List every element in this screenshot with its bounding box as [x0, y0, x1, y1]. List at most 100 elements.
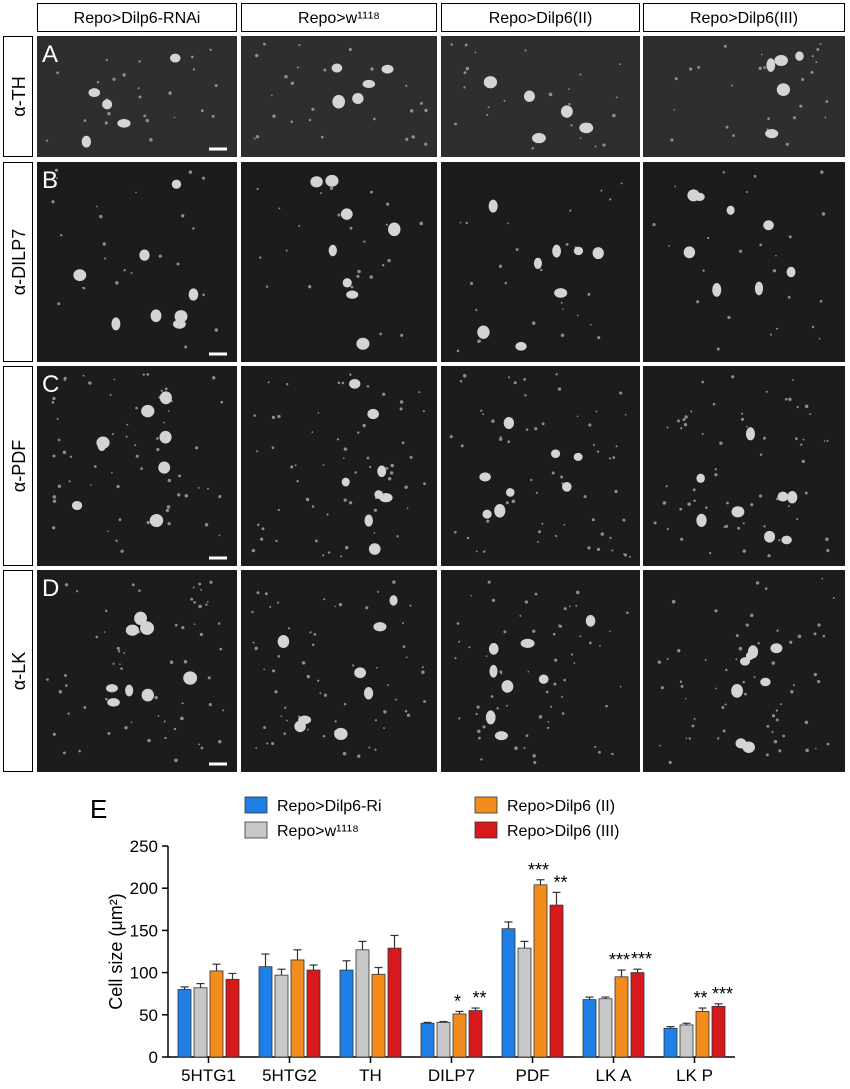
row-label-box [3, 162, 33, 362]
fiber-dot [679, 507, 683, 511]
fiber-dot [265, 285, 269, 288]
cell-body [346, 290, 359, 299]
fiber-dot [538, 715, 543, 719]
fiber-dot [382, 264, 385, 267]
fiber-dot [352, 664, 355, 667]
column-header: Repo>w¹¹¹⁸ [298, 10, 380, 27]
x-tick-label: PDF [516, 1066, 550, 1085]
fiber-dot [619, 391, 623, 395]
fiber-dot [665, 485, 668, 488]
fiber-dot [349, 373, 352, 376]
fiber-dot [466, 536, 470, 540]
micrograph-detail [449, 373, 631, 558]
fiber-dot [104, 257, 107, 260]
fiber-dot [555, 373, 558, 376]
fiber-dot [474, 51, 477, 54]
fiber-dot [96, 205, 98, 208]
fiber-dot [214, 84, 218, 88]
cell-body [505, 488, 515, 497]
fiber-dot [707, 236, 710, 240]
fiber-dot [579, 635, 582, 638]
fiber-dot [541, 422, 545, 426]
fiber-dot [104, 121, 108, 125]
fiber-dot [548, 92, 553, 97]
fiber-dot [99, 214, 103, 219]
fiber-dot [392, 580, 396, 584]
fiber-dot [357, 754, 361, 758]
fiber-dot [668, 244, 671, 247]
cell-body [592, 247, 604, 260]
cell-body [560, 105, 573, 118]
legend-label: Repo>Dilp6 (II) [507, 798, 615, 815]
cell-body [579, 122, 594, 134]
cell-body [117, 118, 131, 128]
fiber-dot [421, 666, 424, 669]
fiber-dot [579, 137, 582, 140]
fiber-dot [271, 94, 273, 97]
fiber-dot [608, 630, 611, 633]
fiber-dot [255, 53, 259, 58]
fiber-dot [744, 692, 747, 696]
fiber-dot [387, 476, 392, 481]
fiber-dot [63, 751, 66, 755]
fiber-dot [594, 745, 597, 749]
fiber-dot [822, 634, 826, 638]
fiber-dot [666, 527, 669, 531]
fiber-dot [660, 686, 664, 690]
y-tick-label: 150 [130, 921, 158, 940]
fiber-dot [763, 66, 766, 69]
fiber-dot [138, 60, 141, 63]
fiber-dot [204, 522, 209, 527]
column-header: Repo>Dilp6-RNAi [74, 10, 201, 27]
fiber-dot [285, 383, 289, 386]
fiber-dot [523, 746, 526, 750]
fiber-dot [115, 539, 118, 542]
fiber-dot [498, 264, 503, 268]
fiber-dot [107, 112, 111, 116]
cell-body [787, 491, 798, 504]
fiber-dot [356, 274, 360, 278]
fiber-dot [176, 262, 180, 266]
fiber-dot [166, 505, 171, 509]
fiber-dot [260, 537, 264, 541]
fiber-dot [490, 695, 494, 698]
fiber-dot [366, 456, 370, 460]
fiber-dot [105, 697, 108, 701]
fiber-dot [753, 174, 757, 178]
y-tick-label: 200 [130, 879, 158, 898]
fiber-dot [804, 491, 808, 495]
fiber-dot [797, 634, 802, 639]
fiber-dot [588, 423, 592, 427]
fiber-dot [338, 602, 343, 607]
fiber-dot [298, 224, 301, 227]
fiber-dot [290, 81, 295, 85]
bar [306, 969, 321, 1058]
fiber-dot [262, 42, 266, 46]
fiber-dot [765, 753, 769, 757]
fiber-dot [311, 643, 315, 647]
cell-body [573, 452, 583, 461]
fiber-dot [758, 494, 763, 498]
fiber-dot [383, 727, 385, 729]
row-label: α-DILP7 [9, 229, 29, 295]
fiber-dot [458, 640, 461, 643]
fiber-dot [765, 390, 768, 393]
fiber-dot [477, 729, 481, 734]
fiber-dot [719, 441, 723, 445]
cell-body [489, 664, 498, 678]
fiber-dot [491, 598, 496, 603]
fiber-dot [598, 750, 601, 754]
fiber-dot [611, 752, 614, 756]
fiber-dot [266, 742, 269, 745]
fiber-dot [323, 68, 327, 72]
fiber-dot [309, 631, 312, 634]
fiber-dot [615, 445, 618, 448]
bar [468, 1010, 483, 1058]
micrograph-detail [256, 174, 424, 350]
fiber-dot [301, 661, 306, 665]
fiber-dot [208, 703, 212, 707]
legend-swatch [244, 821, 268, 839]
fiber-dot [52, 732, 56, 736]
fiber-dot [317, 412, 320, 414]
fiber-dot [342, 751, 347, 756]
